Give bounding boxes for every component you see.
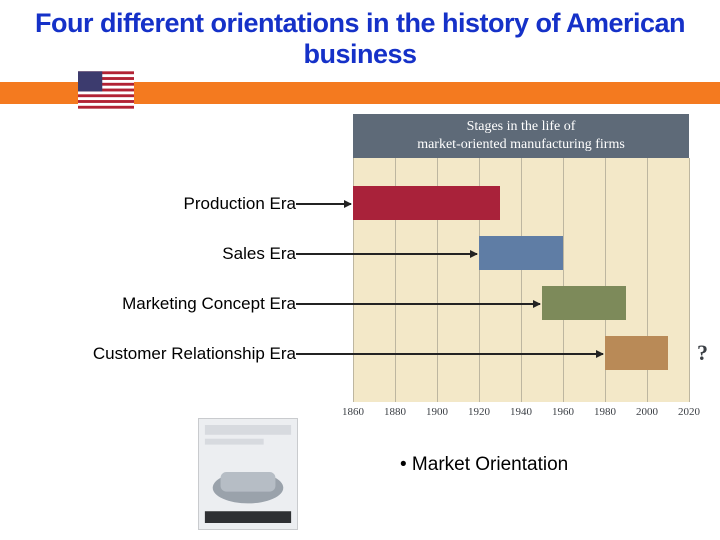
x-axis-label: 1980 xyxy=(594,406,616,418)
x-axis-label: 2020 xyxy=(678,406,700,418)
x-axis-label: 1900 xyxy=(426,406,448,418)
era-bar xyxy=(479,236,563,270)
era-label: Production Era xyxy=(153,194,296,214)
x-axis-label: 2000 xyxy=(636,406,658,418)
era-label: Sales Era xyxy=(203,244,296,264)
grid-line xyxy=(563,158,564,402)
slide-title: Four different orientations in the histo… xyxy=(0,8,720,70)
grid-line xyxy=(521,158,522,402)
grid-line xyxy=(689,158,690,402)
chart-title: Stages in the life ofmarket-oriented man… xyxy=(353,114,689,158)
ad-image xyxy=(198,418,298,530)
bullet-market-orientation: • Market Orientation xyxy=(400,454,568,476)
leader-line xyxy=(296,203,351,205)
leader-line xyxy=(296,253,477,255)
era-label: Marketing Concept Era xyxy=(102,294,296,314)
x-axis-label: 1960 xyxy=(552,406,574,418)
x-axis-label: 1920 xyxy=(468,406,490,418)
question-mark: ? xyxy=(697,340,708,366)
era-bar xyxy=(605,336,668,370)
leader-line xyxy=(296,303,540,305)
era-bar xyxy=(353,186,500,220)
leader-line xyxy=(296,353,603,355)
x-axis-label: 1880 xyxy=(384,406,406,418)
era-label: Customer Relationship Era xyxy=(68,344,296,364)
us-flag-icon xyxy=(78,70,134,110)
era-bar xyxy=(542,286,626,320)
x-axis-label: 1940 xyxy=(510,406,532,418)
x-axis-label: 1860 xyxy=(342,406,364,418)
